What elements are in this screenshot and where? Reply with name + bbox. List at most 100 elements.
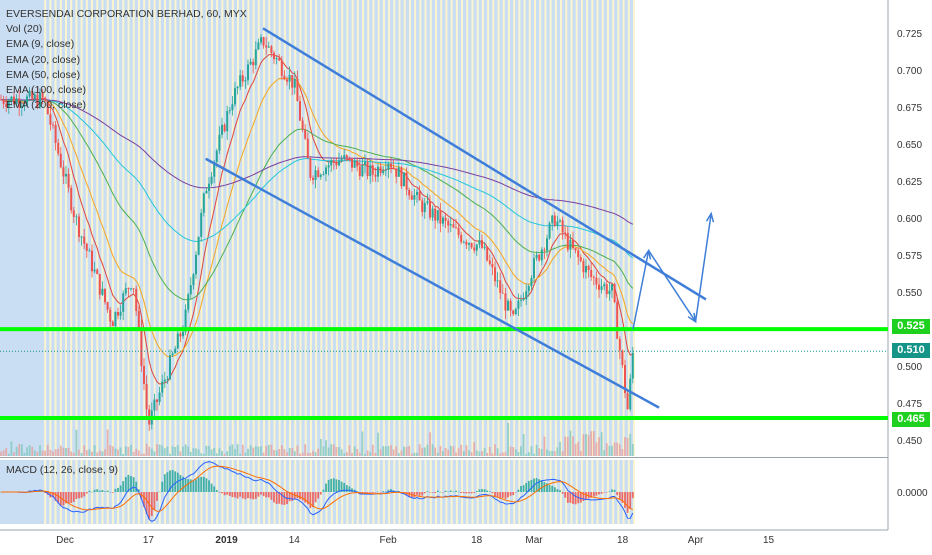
macd-histogram-bar bbox=[137, 489, 140, 492]
gap-stripe bbox=[398, 0, 401, 456]
macd-histogram-bar bbox=[218, 492, 221, 493]
candle-body bbox=[236, 86, 239, 89]
volume-bar bbox=[88, 449, 91, 456]
volume-bar bbox=[520, 446, 522, 456]
indicator-ema-20[interactable]: EMA (20, close) bbox=[6, 53, 81, 66]
volume-bar bbox=[5, 447, 8, 456]
macd-histogram-bar bbox=[512, 492, 515, 496]
candle-body bbox=[85, 243, 88, 251]
macd-histogram-bar bbox=[501, 492, 504, 498]
candle-body bbox=[426, 201, 429, 203]
gap-stripe bbox=[523, 0, 526, 456]
candle-body bbox=[70, 187, 73, 211]
candle-body bbox=[340, 158, 343, 161]
volume-bar bbox=[197, 449, 200, 456]
indicator-ema-100[interactable]: EMA (100, close) bbox=[6, 84, 86, 97]
gap-stripe bbox=[403, 0, 406, 456]
volume-bar bbox=[161, 445, 164, 456]
macd-histogram-bar bbox=[460, 492, 463, 493]
time-axis[interactable]: Dec 17 2019 14 Feb 18 Mar 18 Apr 15 bbox=[56, 535, 774, 546]
candle-body bbox=[239, 75, 242, 87]
candle-body bbox=[449, 224, 452, 226]
candle-body bbox=[205, 190, 208, 194]
gap-stripe bbox=[101, 0, 104, 456]
candle-body bbox=[215, 150, 218, 163]
macd-histogram-bar bbox=[543, 482, 546, 492]
macd-histogram-bar bbox=[390, 489, 392, 492]
gap-stripe bbox=[289, 0, 292, 456]
candlesticks bbox=[0, 34, 634, 431]
candle-body bbox=[10, 96, 13, 102]
indicator-ema-9[interactable]: EMA (9, close) bbox=[6, 38, 75, 51]
gap-stripe-macd bbox=[617, 460, 620, 524]
volume-bar bbox=[7, 453, 10, 456]
candle-body bbox=[223, 124, 226, 132]
volume-bar bbox=[483, 447, 486, 456]
volume-bar bbox=[442, 450, 444, 456]
macd-histogram-bar bbox=[322, 489, 325, 492]
macd-histogram-bar bbox=[143, 492, 145, 507]
macd-histogram-bar bbox=[592, 492, 595, 497]
gap-stripe bbox=[263, 0, 266, 456]
macd-histogram-bar bbox=[273, 492, 275, 503]
indicator-ema-50[interactable]: EMA (50, close) bbox=[6, 68, 81, 81]
volume-bar bbox=[83, 445, 86, 456]
volume-bar bbox=[221, 451, 223, 456]
candle-body bbox=[39, 92, 41, 107]
candle-body bbox=[579, 257, 582, 262]
volume-bar bbox=[616, 442, 619, 456]
channel-lower-line bbox=[205, 157, 660, 409]
macd-histogram-bar bbox=[546, 483, 548, 492]
macd-histogram-bar bbox=[434, 492, 437, 494]
gap-stripe-macd bbox=[586, 460, 589, 524]
macd-histogram-bar bbox=[481, 489, 483, 492]
gap-stripe bbox=[570, 0, 573, 456]
gap-stripe bbox=[335, 0, 338, 456]
candle-body bbox=[52, 124, 54, 126]
macd-histogram-bar bbox=[150, 492, 153, 517]
volume-bar bbox=[496, 448, 499, 456]
volume-bar bbox=[530, 446, 533, 456]
volume-bar bbox=[148, 446, 151, 456]
ema-lines bbox=[0, 53, 634, 385]
macd-histogram-bar bbox=[231, 492, 234, 498]
candle-body bbox=[171, 353, 174, 356]
candle-body bbox=[174, 348, 177, 354]
gap-stripe bbox=[226, 0, 229, 456]
candle-body bbox=[257, 42, 260, 50]
ema-50-line bbox=[0, 99, 634, 301]
macd-histogram-bar bbox=[408, 492, 411, 497]
gap-stripe-macd bbox=[497, 460, 500, 524]
macd-histogram-bar bbox=[452, 491, 455, 493]
volume-bar bbox=[96, 452, 99, 456]
volume-bar bbox=[231, 444, 234, 456]
macd-histogram-bar bbox=[226, 492, 229, 495]
volume-bar bbox=[462, 451, 465, 456]
candle-body bbox=[600, 286, 603, 290]
volume-bar bbox=[525, 453, 528, 456]
volume-bar bbox=[67, 447, 70, 456]
gap-stripe bbox=[65, 0, 67, 456]
candle-body bbox=[400, 167, 403, 187]
macd-histogram-bar bbox=[478, 489, 481, 492]
price-tick-label: 0.475 bbox=[897, 399, 922, 410]
indicator-ema-200[interactable]: EMA (200, close) bbox=[6, 99, 86, 112]
candle-body bbox=[111, 321, 114, 327]
macd-histogram-bar bbox=[561, 492, 564, 494]
volume-bar bbox=[57, 448, 60, 456]
indicator-vol[interactable]: Vol (20) bbox=[6, 23, 43, 36]
candle-body bbox=[421, 200, 424, 213]
volume-bar bbox=[447, 449, 450, 456]
gap-stripe bbox=[414, 0, 417, 456]
candle-body bbox=[109, 309, 112, 322]
macd-histogram-bar bbox=[457, 491, 460, 493]
candle-body bbox=[36, 94, 39, 107]
macd-histogram-bar bbox=[491, 492, 494, 494]
candle-body bbox=[228, 110, 231, 112]
macd-histogram-bar bbox=[538, 479, 541, 492]
macd-histogram-bar bbox=[158, 491, 161, 493]
price-axis[interactable]: 0.725 0.700 0.675 0.650 0.625 0.600 0.575 0.550… bbox=[897, 29, 928, 499]
macd-label[interactable]: MACD (12, 26, close, 9) bbox=[6, 464, 119, 476]
macd-histogram-bar bbox=[267, 492, 270, 498]
volume-bar bbox=[478, 451, 481, 456]
